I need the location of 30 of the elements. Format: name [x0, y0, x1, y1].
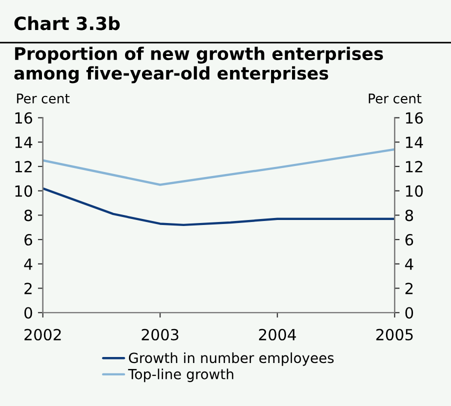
y-tick-label: 2: [24, 282, 32, 294]
y2-tick-label: 14: [406, 136, 423, 148]
y2-tick-label: 10: [406, 185, 423, 197]
y-tick-label: 10: [15, 185, 32, 197]
chart-title: Chart 3.3b: [14, 16, 120, 30]
y2-tick-label: 6: [405, 234, 414, 246]
y2-tick-label: 16: [406, 112, 423, 124]
y-tick-label: 6: [24, 234, 32, 246]
y-tick-label: 8: [24, 210, 32, 222]
y2-tick-label: 12: [406, 160, 422, 172]
y-tick-label: 0: [24, 307, 32, 319]
line-series: [42, 187, 395, 226]
y2-axis-title: Per cent: [368, 94, 422, 104]
legend-label: Growth in number employees: [128, 352, 334, 366]
y2-tick-label: 2: [405, 282, 413, 294]
legend-label: Top-line growth: [128, 368, 234, 382]
x-tick-label: 2005: [376, 328, 413, 340]
line-series: [42, 148, 395, 186]
y-axis-title: Per cent: [17, 94, 70, 104]
y-tick-label: 12: [15, 160, 32, 172]
y2-tick-label: 4: [405, 258, 414, 270]
y-tick-label: 4: [24, 258, 32, 270]
y2-tick-label: 8: [405, 210, 414, 222]
y2-tick-label: 0: [405, 307, 414, 319]
x-tick-label: 2004: [259, 328, 296, 340]
x-tick-label: 2002: [24, 328, 61, 340]
chart-subtitle: Proportion of new growth enterprises among five-year-old enterprises: [14, 46, 383, 84]
x-tick-label: 2003: [142, 328, 178, 340]
y-tick-label: 16: [15, 112, 32, 124]
y-tick-label: 14: [15, 136, 32, 148]
